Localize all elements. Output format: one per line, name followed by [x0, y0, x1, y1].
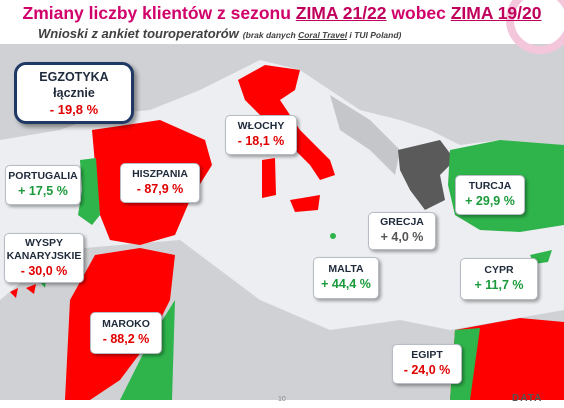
region-name: MALTA — [328, 263, 364, 275]
region-name: EGIPT — [411, 349, 443, 361]
region-value: - 18,1 % — [237, 134, 285, 148]
region-name: PORTUGALIA — [8, 170, 78, 182]
greece — [398, 140, 455, 210]
region-value: - 88,2 % — [102, 332, 150, 346]
region-box: GRECJA + 4,0 % — [368, 212, 436, 250]
title-highlight: ZIMA 19/20 — [450, 3, 542, 23]
note-text: i TUI Poland) — [347, 30, 402, 40]
region-name: MAROKO — [102, 318, 150, 330]
region-box: PORTUGALIA + 17,5 % — [5, 165, 81, 205]
title-highlight: ZIMA 21/22 — [295, 3, 387, 23]
region-box: WYSPY KANARYJSKIE - 30,0 % — [4, 233, 84, 283]
land-north — [0, 44, 564, 150]
subtitle: Wnioski z ankiet touroperatorów — [38, 26, 239, 41]
region-name: EGZOTYKA — [39, 69, 109, 84]
subtitle-row: Wnioski z ankiet touroperatorów (brak dan… — [38, 26, 401, 41]
region-box: MAROKO - 88,2 % — [90, 312, 162, 354]
region-box: WŁOCHY - 18,1 % — [225, 115, 297, 155]
note: (brak danych Coral Travel i TUI Poland) — [243, 30, 402, 40]
region-name: WŁOCHY — [237, 120, 285, 132]
note-text: Coral Travel — [298, 30, 348, 40]
region-name: KANARYJSKIE — [6, 249, 82, 262]
page-number: 10 — [278, 396, 286, 403]
malta — [330, 233, 336, 239]
region-name: GRECJA — [380, 216, 424, 228]
logo: DATA — [512, 393, 543, 404]
decor — [506, 0, 564, 54]
region-value: + 44,4 % — [321, 277, 371, 291]
region-value: + 29,9 % — [465, 194, 515, 208]
region-box: EGZOTYKA łącznie - 19,8 % — [14, 62, 134, 124]
region-name: łącznie — [53, 85, 95, 100]
note-text: (brak danych — [242, 30, 299, 40]
title: Zmiany liczby klientów z sezonu ZIMA 21/… — [0, 3, 564, 24]
sicily — [290, 195, 320, 212]
sardinia — [262, 158, 276, 198]
region-name: TURCJA — [468, 180, 512, 192]
region-value: + 11,7 % — [474, 278, 524, 292]
region-value: - 30,0 % — [20, 263, 68, 278]
title-text: wobec — [386, 3, 451, 23]
region-name: CYPR — [484, 264, 514, 276]
title-text: Zmiany liczby klientów z sezonu — [22, 3, 296, 23]
region-box: EGIPT - 24,0 % — [392, 344, 462, 384]
balkans — [330, 95, 400, 175]
region-box: CYPR + 11,7 % — [460, 258, 538, 300]
region-value: - 24,0 % — [403, 363, 451, 377]
region-box: HISZPANIA - 87,9 % — [120, 163, 200, 203]
region-name: WYSPY — [25, 236, 63, 249]
region-value: - 19,8 % — [49, 101, 99, 117]
region-value: - 87,9 % — [136, 182, 184, 196]
region-box: MALTA + 44,4 % — [313, 257, 379, 299]
region-value: + 17,5 % — [18, 184, 68, 198]
region-name: HISZPANIA — [132, 168, 188, 180]
canaries — [10, 284, 36, 298]
portugal — [78, 158, 100, 225]
region-box: TURCJA + 29,9 % — [455, 175, 525, 215]
region-value: + 4,0 % — [380, 230, 424, 244]
